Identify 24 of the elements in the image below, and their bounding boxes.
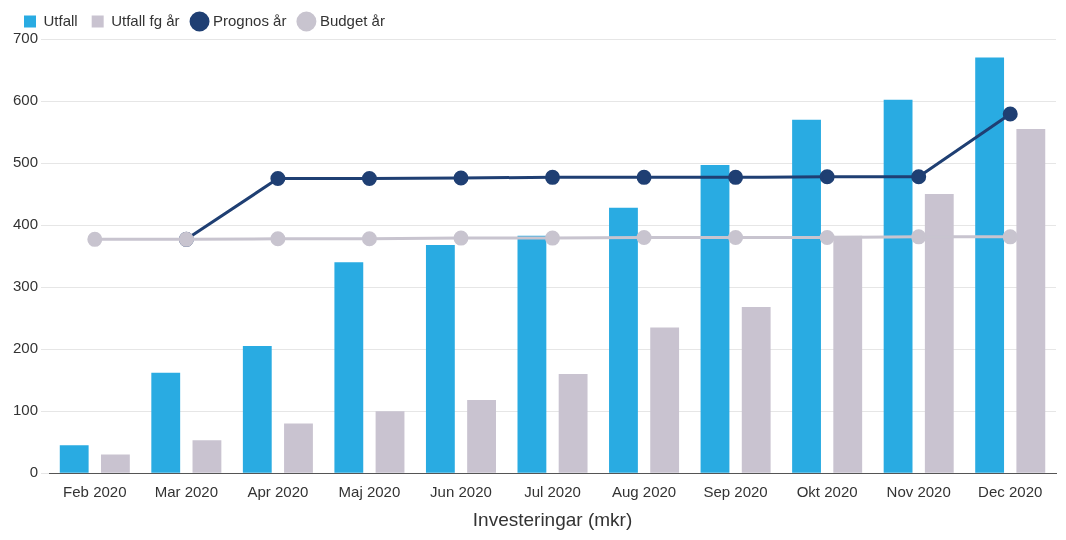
y-tick-label: 400 [13, 215, 39, 233]
x-tick-label: Dec 2020 [978, 483, 1043, 501]
y-tick-label: 700 [13, 29, 39, 47]
x-tick-label: Okt 2020 [796, 483, 858, 501]
y-tick-label: 100 [13, 401, 39, 419]
x-tick-label: Jul 2020 [524, 483, 581, 501]
x-tick-label: Maj 2020 [338, 483, 401, 501]
x-tick-label: Apr 2020 [247, 483, 309, 501]
y-tick-label: 200 [13, 339, 39, 357]
y-tick-label: 0 [29, 463, 39, 481]
y-tick-label: 500 [13, 153, 39, 171]
x-axis-title: Investeringar (mkr) [472, 508, 633, 530]
y-tick-label: 300 [13, 277, 39, 295]
legend-label: Utfall [43, 11, 78, 29]
legend-label: Utfall fg år [111, 11, 180, 29]
x-tick-label: Mar 2020 [154, 483, 219, 501]
x-tick-label: Sep 2020 [703, 483, 768, 501]
x-tick-label: Nov 2020 [886, 483, 951, 501]
x-tick-label: Feb 2020 [63, 483, 127, 501]
legend-label: Budget år [319, 11, 385, 29]
x-tick-label: Jun 2020 [430, 483, 492, 501]
x-tick-label: Aug 2020 [611, 483, 677, 501]
y-tick-label: 600 [13, 91, 39, 109]
legend-label: Prognos år [213, 11, 287, 29]
